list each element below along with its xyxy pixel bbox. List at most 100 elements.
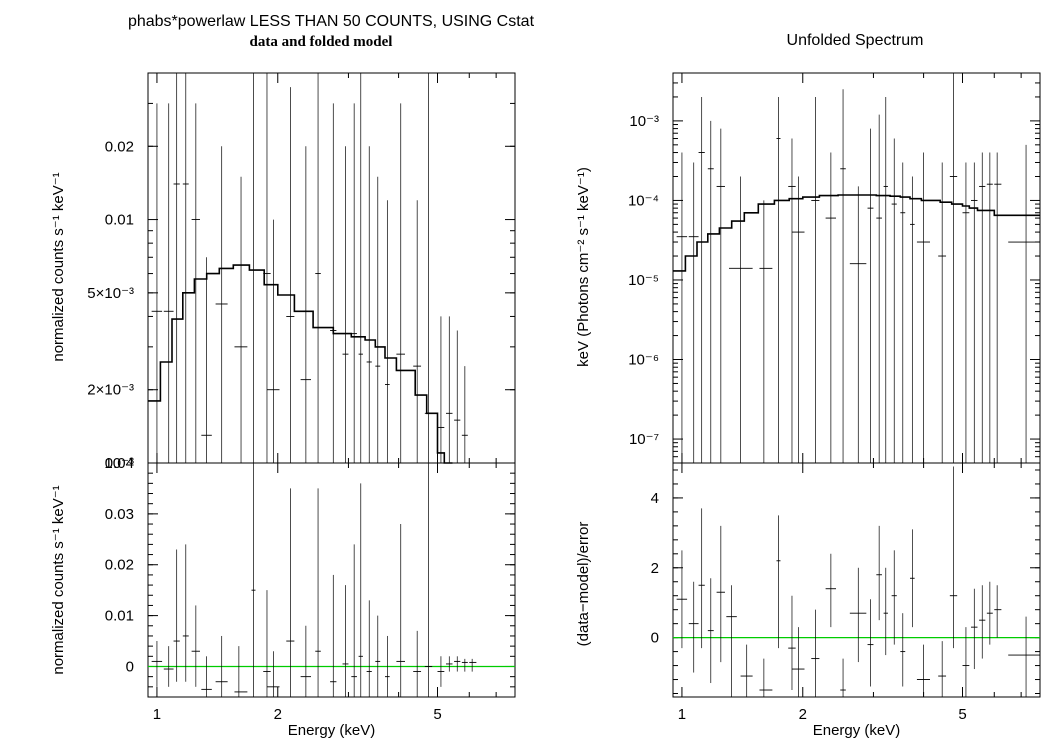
data-point [811, 96, 820, 463]
y-axis-label: normalized counts s⁻¹ keV⁻¹ [50, 485, 67, 674]
data-point [396, 524, 406, 697]
data-point [163, 646, 174, 687]
plot-frame [147, 72, 516, 464]
data-point [688, 581, 699, 673]
data-point [891, 550, 897, 645]
data-point [266, 219, 280, 463]
data-point [215, 146, 228, 463]
y-tick-label: 0.03 [105, 506, 134, 523]
x-tick-label: 1 [678, 706, 686, 723]
x-tick-label: 2 [799, 706, 807, 723]
data-point [867, 599, 874, 687]
data-point [962, 627, 970, 697]
data-point [676, 550, 688, 649]
data-point [938, 641, 947, 697]
data-point [986, 581, 993, 645]
plot-frame [672, 462, 1041, 698]
data-point [445, 316, 453, 463]
data-point [811, 609, 820, 697]
y-tick-label: 0.01 [105, 608, 134, 625]
data-point [949, 73, 958, 463]
y-tick-label: 0.02 [105, 557, 134, 574]
data-point [791, 627, 805, 697]
right-residual-panel: 4 2 0 1 2 5 (data−model)/error Energy (keV) [575, 462, 1041, 739]
data-point [791, 176, 805, 463]
data-point [716, 128, 725, 463]
data-point [151, 103, 163, 463]
data-point [788, 595, 796, 691]
data-point [342, 585, 349, 697]
data-point [676, 152, 688, 463]
y-tick-label: 0.04 [105, 455, 134, 472]
y-axis-label: normalized counts s⁻¹ keV⁻¹ [50, 172, 67, 361]
y-axis-label: (data−model)/error [575, 522, 592, 647]
data-point [384, 200, 390, 463]
data-point [366, 146, 372, 463]
data-point [970, 588, 978, 670]
data-point [849, 186, 867, 463]
data-point [413, 200, 422, 463]
folded-model-step-line [148, 264, 453, 464]
data-point [759, 658, 773, 697]
data-point [384, 635, 390, 697]
data-point [698, 508, 705, 649]
data-point [825, 553, 836, 628]
data-point [358, 483, 363, 697]
data-point [286, 87, 295, 463]
x-axis-label: Energy (keV) [288, 722, 376, 739]
data-point [454, 330, 461, 463]
data-point [215, 635, 228, 697]
data-point [315, 73, 321, 463]
data-point [286, 488, 295, 697]
data-point [840, 658, 846, 697]
data-point [300, 146, 311, 463]
data-point [740, 644, 753, 697]
left-chart-subtitle: data and folded model [250, 34, 393, 50]
data-point [867, 128, 874, 463]
data-point [191, 605, 200, 687]
data-point [979, 152, 986, 463]
data-point [776, 515, 781, 649]
data-point [342, 146, 349, 463]
data-point [424, 463, 433, 697]
data-point [876, 525, 882, 621]
data-point [688, 162, 699, 463]
data-point [266, 651, 280, 697]
data-point [994, 585, 1002, 638]
data-point [962, 162, 970, 463]
data-point [916, 644, 931, 697]
data-point [949, 466, 958, 649]
data-point [900, 162, 906, 463]
data-point [351, 103, 357, 463]
data-and-folded-model-panel: 0.02 0.01 5×10⁻³ 2×10⁻³ 10⁻³ normalized count… [50, 72, 516, 472]
data-point [909, 176, 915, 463]
data-point [182, 544, 189, 682]
data-point [900, 613, 906, 687]
y-tick-label: 0 [126, 658, 134, 675]
y-tick-label: 0.01 [105, 212, 134, 229]
data-point [330, 103, 337, 463]
data-point [840, 89, 846, 463]
data-point [979, 585, 986, 659]
x-tick-label: 1 [153, 706, 161, 723]
data-point [201, 257, 212, 463]
data-point [909, 529, 915, 628]
data-point [375, 615, 381, 697]
data-point [413, 630, 422, 697]
data-point [358, 73, 363, 463]
data-point [938, 162, 947, 463]
data-point [759, 200, 773, 463]
data-point [461, 658, 468, 672]
data-point [300, 625, 311, 697]
plot-frame [147, 462, 516, 698]
folded-model-step-line [673, 194, 1040, 272]
data-point [707, 578, 714, 684]
right-chart-title: Unfolded Spectrum [787, 32, 924, 49]
data-point [1008, 144, 1040, 463]
data-point [351, 544, 357, 697]
data-point [726, 585, 737, 697]
data-point [970, 162, 978, 463]
data-point [994, 152, 1002, 463]
plot-frame [672, 72, 1041, 464]
data-point [201, 656, 212, 697]
